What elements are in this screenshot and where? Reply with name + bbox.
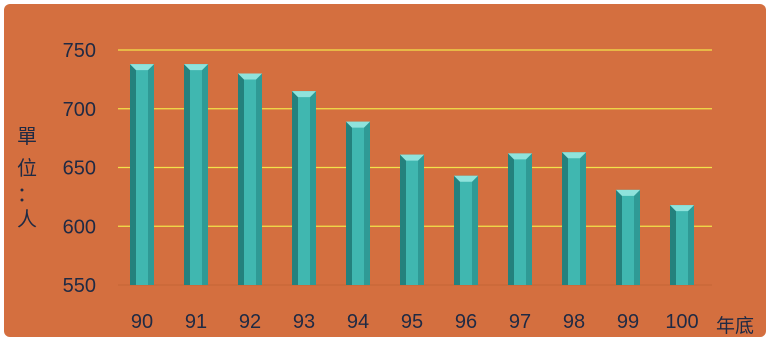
y-tick-label: 550 xyxy=(63,275,96,297)
y-axis-label: 單位 ：人 xyxy=(17,126,37,231)
x-tick-label: 96 xyxy=(455,311,477,333)
x-tick-label: 94 xyxy=(347,311,369,333)
y-tick-label: 600 xyxy=(63,216,96,238)
bar-left-bevel xyxy=(130,64,136,285)
x-axis-ticks: 90 91 92 93 94 95 96 97 98 99 100 xyxy=(131,311,699,333)
bar-top-bevel xyxy=(184,64,208,71)
bar-93 xyxy=(292,91,316,285)
bar-left-bevel xyxy=(670,205,676,285)
bar-right-bevel xyxy=(256,73,262,285)
x-tick-label: 95 xyxy=(401,311,423,333)
bar-left-bevel xyxy=(238,73,244,285)
bar-left-bevel xyxy=(346,121,352,285)
bar-95 xyxy=(400,154,424,285)
chart-background xyxy=(4,4,766,337)
bar-top-bevel xyxy=(670,205,694,212)
bar-top-bevel xyxy=(562,152,586,159)
x-tick-label: 92 xyxy=(239,311,261,333)
bar-top-bevel xyxy=(454,175,478,182)
bar-right-bevel xyxy=(364,121,370,285)
bar-right-bevel xyxy=(526,153,532,285)
y-axis-label-char: ： xyxy=(17,184,37,206)
bar-92 xyxy=(238,73,262,285)
x-axis-label: 年底 xyxy=(716,315,754,337)
bar-top-bevel xyxy=(616,189,640,196)
bar-top-bevel xyxy=(400,154,424,161)
bar-left-bevel xyxy=(184,64,190,285)
bar-top-bevel xyxy=(292,91,316,98)
bar-right-bevel xyxy=(580,152,586,285)
bar-right-bevel xyxy=(148,64,154,285)
y-axis-label-char: 人 xyxy=(17,208,37,231)
y-tick-label: 650 xyxy=(63,158,96,180)
y-tick-label: 750 xyxy=(63,40,96,62)
bar-top-bevel xyxy=(130,64,154,71)
bar-94 xyxy=(346,121,370,285)
bar-90 xyxy=(130,64,154,285)
bar-left-bevel xyxy=(562,152,568,285)
bar-left-bevel xyxy=(454,175,460,285)
bar-left-bevel xyxy=(616,189,622,285)
bar-right-bevel xyxy=(418,154,424,285)
bar-top-bevel xyxy=(238,73,262,80)
bar-right-bevel xyxy=(310,91,316,285)
bar-96 xyxy=(454,175,478,285)
bar-right-bevel xyxy=(634,189,640,285)
x-tick-label: 98 xyxy=(563,311,585,333)
y-axis-label-char: 單 xyxy=(17,126,37,148)
x-tick-label: 93 xyxy=(293,311,315,333)
y-axis-ticks: 750 700 650 600 550 xyxy=(63,40,96,297)
bar-right-bevel xyxy=(472,175,478,285)
bar-99 xyxy=(616,189,640,285)
bar-left-bevel xyxy=(400,154,406,285)
bar-top-bevel xyxy=(346,121,370,128)
bar-97 xyxy=(508,153,532,285)
bar-100 xyxy=(670,205,694,285)
x-tick-label: 90 xyxy=(131,311,153,333)
x-tick-label: 100 xyxy=(665,311,698,333)
bar-right-bevel xyxy=(202,64,208,285)
bar-top-bevel xyxy=(508,153,532,160)
x-tick-label: 99 xyxy=(617,311,639,333)
bar-98 xyxy=(562,152,586,285)
y-tick-label: 700 xyxy=(63,99,96,121)
bar-91 xyxy=(184,64,208,285)
bar-left-bevel xyxy=(292,91,298,285)
x-tick-label: 91 xyxy=(185,311,207,333)
y-axis-label-char: 位 xyxy=(17,157,37,180)
bar-left-bevel xyxy=(508,153,514,285)
x-tick-label: 97 xyxy=(509,311,531,333)
bars xyxy=(130,64,694,285)
bar-right-bevel xyxy=(688,205,694,285)
